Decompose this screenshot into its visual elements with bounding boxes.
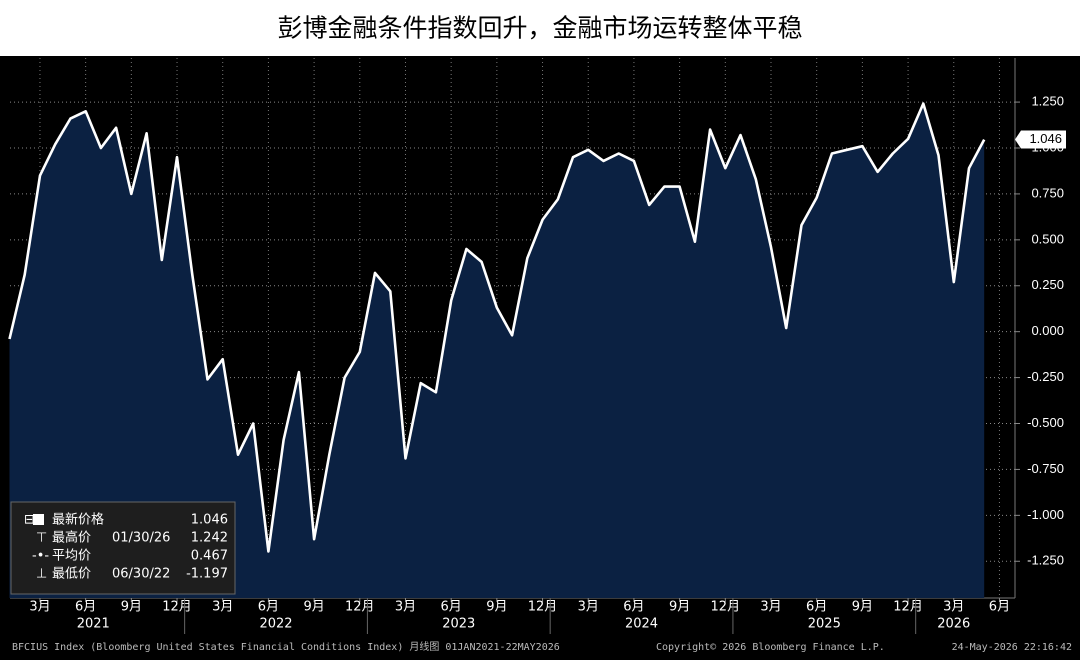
y-tick-label: 1.250 — [1031, 94, 1064, 109]
y-tick-label: 0.500 — [1031, 231, 1064, 246]
x-tick-label: 6月 — [258, 600, 279, 615]
x-tick-label: 12月 — [162, 600, 192, 615]
y-tick-label: -0.250 — [1027, 369, 1064, 384]
area — [9, 103, 985, 598]
y-tick-label: -0.500 — [1027, 415, 1064, 430]
legend-icon: ⊟ — [24, 513, 35, 528]
x-tick-label: 6月 — [75, 600, 96, 615]
legend-label: 最高价 — [52, 530, 91, 546]
legend-value: 1.046 — [191, 513, 228, 528]
x-tick-label: 12月 — [893, 600, 923, 615]
legend-icon: ⊤ — [36, 531, 47, 546]
x-tick-label: 6月 — [989, 600, 1010, 615]
x-year-label: 2026 — [937, 617, 970, 632]
y-tick-label: -1.250 — [1027, 553, 1064, 568]
x-tick-label: 6月 — [806, 600, 827, 615]
x-tick-label: 9月 — [852, 600, 873, 615]
plot — [8, 58, 1015, 598]
last-value-tag: 1.046 — [1029, 131, 1062, 146]
x-year-label: 2024 — [625, 617, 658, 632]
x-year-label: 2023 — [442, 617, 475, 632]
x-year-label: 2022 — [259, 617, 292, 632]
x-tick-label: 9月 — [669, 600, 690, 615]
legend-label: 最新价格 — [52, 512, 104, 528]
line — [8, 102, 986, 553]
x-tick-label: 9月 — [121, 600, 142, 615]
x-year-label: 2025 — [808, 617, 841, 632]
x-tick-label: 9月 — [303, 600, 324, 615]
x-tick-label: 6月 — [623, 600, 644, 615]
footer-source: BFCIUS Index (Bloomberg United States Fi… — [12, 640, 560, 653]
x-tick-label: 12月 — [711, 600, 741, 615]
x-tick-label: 6月 — [441, 600, 462, 615]
y-tick-label: 0.250 — [1031, 277, 1064, 292]
y-tick-label: -1.000 — [1027, 507, 1064, 522]
legend-icon: ⊥ — [36, 567, 47, 582]
legend: ⊟ ⊤ -•- ⊥ 最新价格 1.046 最高价 01/30/26 1.242 平均价 0.… — [10, 501, 236, 595]
x-year-label: 2021 — [77, 617, 110, 632]
y-tick-label: 0.750 — [1031, 185, 1064, 200]
y-tick-label: -0.750 — [1027, 461, 1064, 476]
x-tick-label: 3月 — [760, 600, 781, 615]
legend-box — [10, 501, 236, 595]
legend-icon — [33, 514, 44, 525]
x-tick-label: 12月 — [345, 600, 375, 615]
legend-icon: -•- — [32, 549, 49, 564]
x-tick-label: 3月 — [578, 600, 599, 615]
chart-title: 彭博金融条件指数回升，金融市场运转整体平稳 — [277, 14, 802, 43]
x-tick-label: 3月 — [212, 600, 233, 615]
x-tick-label: 3月 — [29, 600, 50, 615]
legend-label: 最低价 — [52, 567, 91, 582]
legend-date: 06/30/22 — [112, 567, 170, 582]
footer-copyright: Copyright© 2026 Bloomberg Finance L.P. — [656, 642, 885, 653]
legend-date: 01/30/26 — [112, 531, 170, 546]
legend-label: 平均价 — [52, 549, 91, 564]
x-tick-label: 3月 — [395, 600, 416, 615]
x-tick-label: 9月 — [486, 600, 507, 615]
x-tick-label: 3月 — [943, 600, 964, 615]
legend-value: -1.197 — [186, 567, 228, 582]
legend-value: 1.242 — [191, 531, 228, 546]
x-tick-label: 12月 — [528, 600, 558, 615]
last-value-tag-bg — [1015, 130, 1066, 149]
legend-value: 0.467 — [191, 549, 228, 564]
footer-timestamp: 24-May-2026 22:16:42 — [952, 642, 1072, 653]
y-tick-label: 0.000 — [1031, 323, 1064, 338]
